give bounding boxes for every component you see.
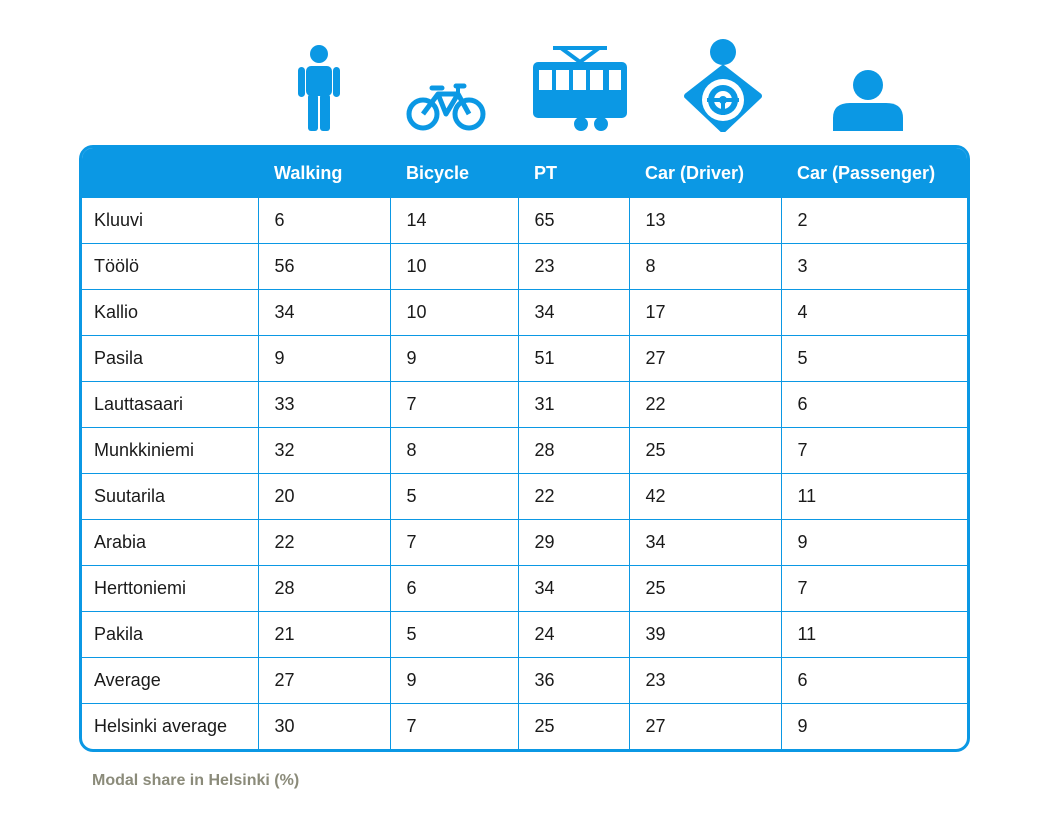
value-cell: 39 <box>629 611 782 658</box>
car-passenger-icon <box>832 70 904 132</box>
value-cell: 6 <box>258 198 391 244</box>
area-cell: Helsinki average <box>82 703 259 749</box>
area-cell: Pasila <box>82 335 259 382</box>
table-row: Arabia 22 7 29 34 9 <box>82 519 967 566</box>
car-driver-icon <box>683 38 763 132</box>
value-cell: 32 <box>258 427 391 474</box>
value-cell: 22 <box>629 381 782 428</box>
table-row: Pakila 21 5 24 39 11 <box>82 611 967 658</box>
value-cell: 8 <box>390 427 519 474</box>
value-cell: 2 <box>797 210 808 230</box>
value-cell: 31 <box>518 381 630 428</box>
table-row: Suutarila 20 5 22 42 11 <box>82 473 967 520</box>
value-cell: 17 <box>629 289 782 336</box>
value-cell: 9 <box>390 657 519 704</box>
value-cell: 34 <box>518 565 630 612</box>
value-cell: 7 <box>781 427 967 474</box>
area-cell: Kluuvi <box>82 198 259 244</box>
walking-person-icon <box>296 44 342 132</box>
value-cell: 42 <box>629 473 782 520</box>
value-cell: 29 <box>518 519 630 566</box>
value-cell: 34 <box>629 519 782 566</box>
value-cell: 11 <box>781 611 967 658</box>
value-cell: 22 <box>258 519 391 566</box>
value-cell: 22 <box>518 473 630 520</box>
value-cell: 25 <box>629 427 782 474</box>
header-car-passenger: Car (Passenger) <box>781 148 967 198</box>
value-cell: 27 <box>629 335 782 382</box>
value-cell: 51 <box>518 335 630 382</box>
value-cell: 6 <box>781 657 967 704</box>
area-cell: Herttoniemi <box>82 565 259 612</box>
area-cell: Pakila <box>82 611 259 658</box>
mode-icons <box>0 0 1050 145</box>
bicycle-icon <box>406 82 486 132</box>
area-cell: Kallio <box>82 289 259 336</box>
value-cell: 10 <box>390 289 519 336</box>
area-cell: Arabia <box>82 519 259 566</box>
value-cell: 13 <box>629 198 782 244</box>
header-car-driver: Car (Driver) <box>629 148 781 198</box>
header-bicycle: Bicycle <box>390 148 518 198</box>
value-cell: 5 <box>781 335 967 382</box>
value-cell: 9 <box>781 519 967 566</box>
value-cell: 23 <box>629 657 782 704</box>
modal-share-table: Walking Bicycle PT Car (Driver) Car (Pas… <box>79 145 970 752</box>
table-row: Herttoniemi 28 6 34 25 7 <box>82 565 967 612</box>
table-row: Kluuvi 6 14 65 13 2 <box>82 198 967 244</box>
value-cell: 27 <box>629 703 782 749</box>
value-cell: 20 <box>258 473 391 520</box>
value-cell: 25 <box>629 565 782 612</box>
tram-icon <box>531 45 629 133</box>
value-cell: 28 <box>518 427 630 474</box>
value-cell: 25 <box>518 703 630 749</box>
area-cell: Munkkiniemi <box>82 427 259 474</box>
value-cell: 6 <box>781 381 967 428</box>
value-cell: 36 <box>518 657 630 704</box>
table-header-row: Walking Bicycle PT Car (Driver) Car (Pas… <box>82 148 967 198</box>
table-row: Kallio 34 10 34 17 4 <box>82 289 967 336</box>
value-cell: 3 <box>781 243 967 290</box>
value-cell: 10 <box>390 243 519 290</box>
value-cell: 34 <box>258 289 391 336</box>
area-cell: Suutarila <box>82 473 259 520</box>
value-cell: 5 <box>390 611 519 658</box>
value-cell: 23 <box>518 243 630 290</box>
value-cell: 7 <box>781 565 967 612</box>
value-cell: 7 <box>390 519 519 566</box>
value-cell: 65 <box>518 198 630 244</box>
value-cell: 9 <box>390 335 519 382</box>
value-cell: 34 <box>518 289 630 336</box>
value-cell: 24 <box>518 611 630 658</box>
value-cell: 5 <box>390 473 519 520</box>
value-cell: 30 <box>258 703 391 749</box>
value-cell: 27 <box>258 657 391 704</box>
value-cell: 6 <box>390 565 519 612</box>
table-row: Average 27 9 36 23 6 <box>82 657 967 704</box>
table-caption: Modal share in Helsinki (%) <box>92 772 300 789</box>
value-cell: 56 <box>258 243 391 290</box>
value-cell: 7 <box>390 381 519 428</box>
area-cell: Lauttasaari <box>82 381 259 428</box>
value-cell: 8 <box>629 243 782 290</box>
table-row: Lauttasaari 33 7 31 22 6 <box>82 381 967 428</box>
area-cell: Average <box>82 657 259 704</box>
value-cell: 21 <box>258 611 391 658</box>
header-walking: Walking <box>258 148 390 198</box>
value-cell: 33 <box>258 381 391 428</box>
table-row: Munkkiniemi 32 8 28 25 7 <box>82 427 967 474</box>
value-cell: 9 <box>781 703 967 749</box>
value-cell: 4 <box>781 289 967 336</box>
value-cell: 9 <box>258 335 391 382</box>
value-cell: 7 <box>390 703 519 749</box>
value-cell: 14 <box>390 198 519 244</box>
table-row: Töölö 56 10 23 8 3 <box>82 243 967 290</box>
value-cell: 11 <box>781 473 967 520</box>
header-pt: PT <box>518 148 629 198</box>
value-cell: 28 <box>258 565 391 612</box>
header-area <box>82 148 258 198</box>
table-row: Pasila 9 9 51 27 5 <box>82 335 967 382</box>
area-cell: Töölö <box>82 243 259 290</box>
table-row: Helsinki average 30 7 25 27 9 <box>82 703 967 749</box>
